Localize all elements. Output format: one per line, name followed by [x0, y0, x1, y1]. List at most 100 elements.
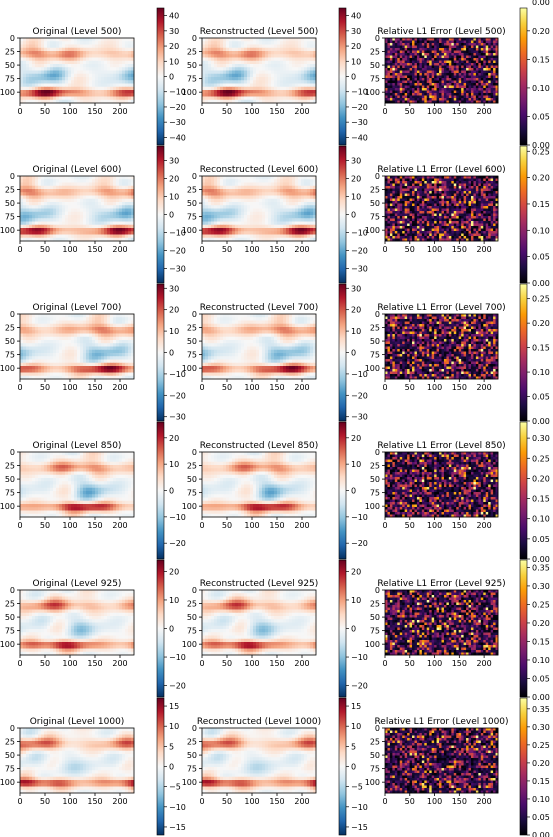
- y-tick-label: 0: [192, 586, 197, 595]
- colorbar-tick-label: 30: [169, 284, 179, 293]
- colorbar-tick-label: −20: [169, 103, 186, 112]
- colorbar-tick-label: 0.20: [532, 619, 550, 628]
- colorbar-tick-label: 20: [169, 42, 179, 51]
- x-tick-label: 50: [405, 521, 415, 530]
- x-tick-label: 150: [452, 521, 467, 530]
- colorbar-tick-label: 30: [351, 27, 361, 36]
- y-tick-label: 25: [187, 324, 197, 333]
- x-tick-label: 0: [199, 245, 204, 254]
- colorbar-tick-label: 0.15: [532, 55, 550, 64]
- colorbar-tick-label: 0: [351, 625, 356, 634]
- y-tick-label: 25: [187, 48, 197, 57]
- x-tick-label: 50: [405, 797, 415, 806]
- y-tick-label: 0: [10, 34, 15, 43]
- colorbar-tick-label: −20: [351, 247, 368, 256]
- colorbar-tick-label: 20: [351, 306, 361, 315]
- x-tick-label: 150: [452, 245, 467, 254]
- y-tick-label: 75: [187, 75, 197, 84]
- y-tick-label: 50: [5, 475, 15, 484]
- y-tick-label: 25: [370, 186, 380, 195]
- colorbar-tick-label: 0: [351, 763, 356, 772]
- y-tick-label: 25: [370, 48, 380, 57]
- colorbar-tick-label: −10: [169, 803, 186, 812]
- y-tick-label: 75: [187, 351, 197, 360]
- colorbar-tick-label: 30: [169, 27, 179, 36]
- y-tick-label: 100: [182, 502, 197, 511]
- field-texture: [20, 38, 134, 103]
- error-title: Relative L1 Error (Level 925): [377, 579, 505, 589]
- x-tick-label: 0: [17, 797, 22, 806]
- colorbar-tick-label: −30: [169, 265, 186, 274]
- colorbar-tick-label: −30: [169, 118, 186, 127]
- x-tick-label: 100: [427, 245, 442, 254]
- x-tick-label: 50: [222, 521, 232, 530]
- colorbar-tick-label: −20: [169, 247, 186, 256]
- x-tick-label: 50: [40, 245, 50, 254]
- y-tick-label: 50: [187, 337, 197, 346]
- colorbar: 0.000.050.100.150.200.250.300.35: [520, 560, 550, 702]
- x-tick-label: 150: [452, 107, 467, 116]
- colorbar-gradient: [339, 284, 346, 421]
- colorbar-tick-label: 0.15: [532, 495, 550, 504]
- original-title: Original (Level 500): [33, 27, 122, 37]
- colorbar-tick-label: −15: [169, 823, 186, 832]
- colorbar-tick-label: 0.00: [532, 831, 550, 837]
- x-tick-label: 0: [382, 797, 387, 806]
- colorbar-tick-label: 20: [351, 434, 361, 443]
- error-texture: [385, 176, 498, 241]
- error-texture: [385, 452, 498, 517]
- colorbar-gradient: [339, 698, 346, 835]
- x-tick-label: 50: [222, 797, 232, 806]
- colorbar-tick-label: 0.10: [532, 795, 550, 804]
- x-tick-label: 200: [112, 659, 127, 668]
- x-tick-label: 100: [62, 245, 77, 254]
- colorbar: 0.000.050.100.150.20: [520, 8, 550, 150]
- colorbar-tick-label: 0: [351, 487, 356, 496]
- x-tick-label: 50: [222, 659, 232, 668]
- colorbar-tick-label: −15: [351, 823, 368, 832]
- colorbar-tick-label: 0: [351, 211, 356, 220]
- colorbar-tick-label: 0: [169, 625, 174, 634]
- original-title: Original (Level 600): [33, 165, 122, 175]
- error-texture: [385, 590, 498, 655]
- colorbar-tick-label: −10: [351, 513, 368, 522]
- y-tick-label: 75: [370, 627, 380, 636]
- x-tick-label: 150: [87, 383, 102, 392]
- y-tick-label: 0: [10, 172, 15, 181]
- colorbar-tick-label: 0.25: [532, 741, 550, 750]
- x-tick-label: 50: [40, 521, 50, 530]
- x-tick-label: 200: [294, 383, 309, 392]
- colorbar-tick-label: 20: [169, 567, 179, 576]
- colorbar-gradient: [520, 560, 527, 697]
- colorbar-tick-label: 20: [351, 42, 361, 51]
- colorbar-gradient: [520, 422, 527, 559]
- colorbar-tick-label: 30: [351, 156, 361, 165]
- reconstructed-title: Reconstructed (Level 700): [200, 303, 319, 313]
- error-title: Relative L1 Error (Level 500): [377, 27, 505, 37]
- colorbar-tick-label: −10: [351, 653, 368, 662]
- colorbar-gradient: [339, 146, 346, 283]
- x-tick-label: 50: [40, 659, 50, 668]
- y-tick-label: 75: [5, 351, 15, 360]
- colorbar-gradient: [339, 8, 346, 145]
- colorbar-tick-label: 5: [169, 742, 174, 751]
- colorbar-tick-label: 10: [169, 192, 179, 201]
- colorbar-tick-label: 10: [169, 460, 179, 469]
- y-tick-label: 100: [0, 778, 15, 787]
- y-tick-label: 75: [5, 213, 15, 222]
- colorbar-tick-label: −20: [351, 103, 368, 112]
- colorbar-tick-label: 0.20: [532, 474, 550, 483]
- colorbar-tick-label: 10: [351, 192, 361, 201]
- colorbar-tick-label: 15: [351, 702, 361, 711]
